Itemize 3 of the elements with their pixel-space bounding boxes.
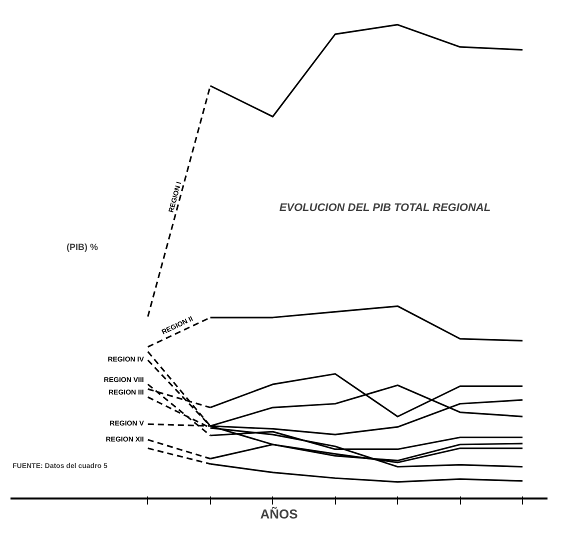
text: EVOLUCION DEL PIB TOTAL REGIONAL: [279, 202, 491, 214]
x-axis-title: AÑOS: [260, 506, 298, 522]
y-axis-title: (PIB) %: [66, 242, 98, 252]
